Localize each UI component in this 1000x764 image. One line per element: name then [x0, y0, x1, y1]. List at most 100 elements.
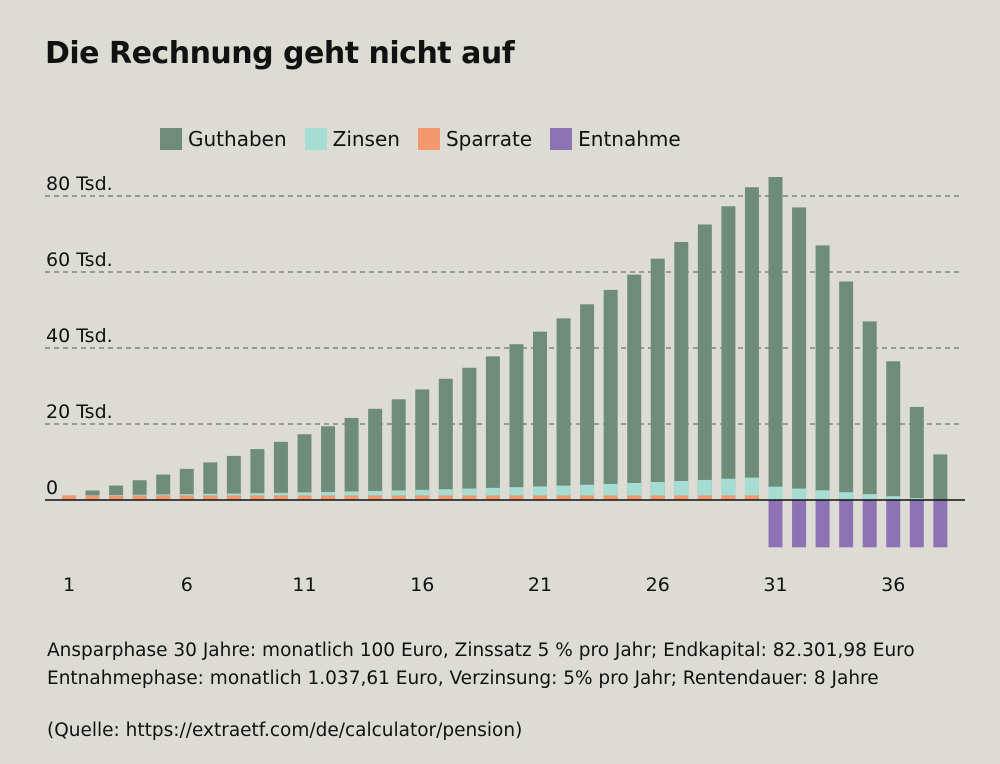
bar-sparrate	[509, 495, 524, 500]
bar-sparrate	[273, 495, 288, 500]
bar-sparrate	[744, 495, 759, 500]
bar-zinsen	[250, 493, 265, 496]
bar-zinsen	[603, 483, 618, 496]
bar-sparrate	[462, 495, 477, 500]
bar-zinsen	[721, 478, 736, 496]
note-savings-phase: Ansparphase 30 Jahre: monatlich 100 Euro…	[47, 640, 915, 661]
bar-sparrate	[721, 495, 736, 500]
bar-guthaben	[650, 258, 665, 500]
bar-guthaben	[297, 434, 312, 500]
bar-sparrate	[321, 495, 336, 500]
bar-entnahme	[839, 500, 854, 548]
bar-guthaben	[462, 367, 477, 500]
bar-zinsen	[839, 492, 854, 500]
bar-guthaben	[321, 426, 336, 500]
bar-guthaben	[744, 187, 759, 500]
bar-guthaben	[368, 408, 383, 500]
bar-sparrate	[297, 495, 312, 500]
bar-guthaben	[815, 245, 830, 500]
bar-zinsen	[509, 487, 524, 496]
bar-guthaben	[862, 321, 877, 500]
bar-sparrate	[485, 495, 500, 500]
bar-zinsen	[203, 493, 218, 496]
bar-sparrate	[132, 495, 147, 500]
bar-guthaben	[273, 441, 288, 500]
bar-guthaben	[556, 318, 571, 500]
bar-sparrate	[62, 495, 76, 500]
bar-guthaben	[391, 399, 406, 500]
bar-sparrate	[533, 495, 547, 500]
bar-zinsen	[485, 487, 500, 496]
y-tick-label: 80 Tsd.	[46, 173, 113, 195]
note-withdrawal-phase: Entnahmephase: monatlich 1.037,61 Euro, …	[47, 668, 879, 689]
bar-sparrate	[368, 495, 383, 500]
bar-entnahme	[933, 500, 948, 548]
bar-entnahme	[815, 500, 830, 548]
bar-sparrate	[580, 495, 595, 500]
bar-sparrate	[697, 495, 712, 500]
x-tick-label: 1	[63, 574, 75, 596]
bar-sparrate	[179, 495, 194, 500]
chart-title: Die Rechnung geht nicht auf	[45, 36, 515, 71]
bar-zinsen	[744, 477, 759, 496]
bar-guthaben	[415, 389, 430, 500]
bar-zinsen	[533, 486, 547, 496]
bar-zinsen	[391, 490, 406, 496]
bar-guthaben	[909, 406, 924, 500]
bar-guthaben	[509, 344, 524, 500]
bar-zinsen	[132, 494, 147, 496]
bar-entnahme	[862, 500, 877, 548]
y-tick-label: 40 Tsd.	[46, 325, 113, 347]
bar-zinsen	[650, 482, 665, 496]
bar-guthaben	[226, 455, 241, 500]
bar-guthaben	[839, 281, 854, 500]
bar-zinsen	[909, 498, 924, 500]
bar-zinsen	[627, 482, 642, 496]
bar-guthaben	[886, 361, 901, 500]
bar-guthaben	[792, 207, 807, 500]
bar-guthaben	[627, 274, 642, 500]
bar-zinsen	[815, 490, 830, 500]
bar-guthaben	[533, 331, 547, 500]
bar-zinsen	[344, 491, 359, 496]
bar-sparrate	[156, 495, 171, 500]
bar-zinsen	[321, 491, 336, 496]
bar-zinsen	[226, 493, 241, 496]
bar-guthaben	[721, 206, 736, 500]
legend-item-guthaben: Guthaben	[160, 127, 287, 151]
bar-sparrate	[391, 495, 406, 500]
note-source: (Quelle: https://extraetf.com/de/calcula…	[47, 720, 523, 741]
x-tick-label: 21	[528, 574, 552, 596]
bar-sparrate	[438, 495, 453, 500]
bar-guthaben	[485, 356, 500, 500]
bar-zinsen	[438, 489, 453, 496]
bar-zinsen	[368, 490, 383, 496]
bar-sparrate	[650, 495, 665, 500]
bar-guthaben	[438, 378, 453, 500]
legend-item-entnahme: Entnahme	[550, 127, 681, 151]
bar-guthaben	[697, 224, 712, 500]
bar-guthaben	[603, 289, 618, 500]
legend-label-sparrate: Sparrate	[445, 127, 533, 151]
bar-guthaben	[768, 177, 783, 500]
legend-swatch-guthaben	[160, 128, 182, 150]
bar-sparrate	[226, 495, 241, 500]
bar-sparrate	[109, 495, 124, 500]
bar-zinsen	[556, 485, 571, 496]
bar-sparrate	[603, 495, 618, 500]
bar-entnahme	[768, 500, 783, 548]
legend-label-guthaben: Guthaben	[188, 127, 287, 151]
bar-zinsen	[580, 484, 595, 496]
bar-sparrate	[556, 495, 571, 500]
legend-swatch-zinsen	[304, 128, 327, 150]
bar-guthaben	[344, 417, 359, 500]
bar-guthaben	[179, 468, 194, 500]
bar-zinsen	[674, 481, 689, 496]
bar-zinsen	[462, 488, 477, 496]
bar-zinsen	[886, 496, 901, 500]
x-tick-label: 26	[646, 574, 670, 596]
bar-zinsen	[792, 488, 807, 500]
bar-zinsen	[415, 489, 430, 496]
bar-zinsen	[273, 492, 288, 496]
